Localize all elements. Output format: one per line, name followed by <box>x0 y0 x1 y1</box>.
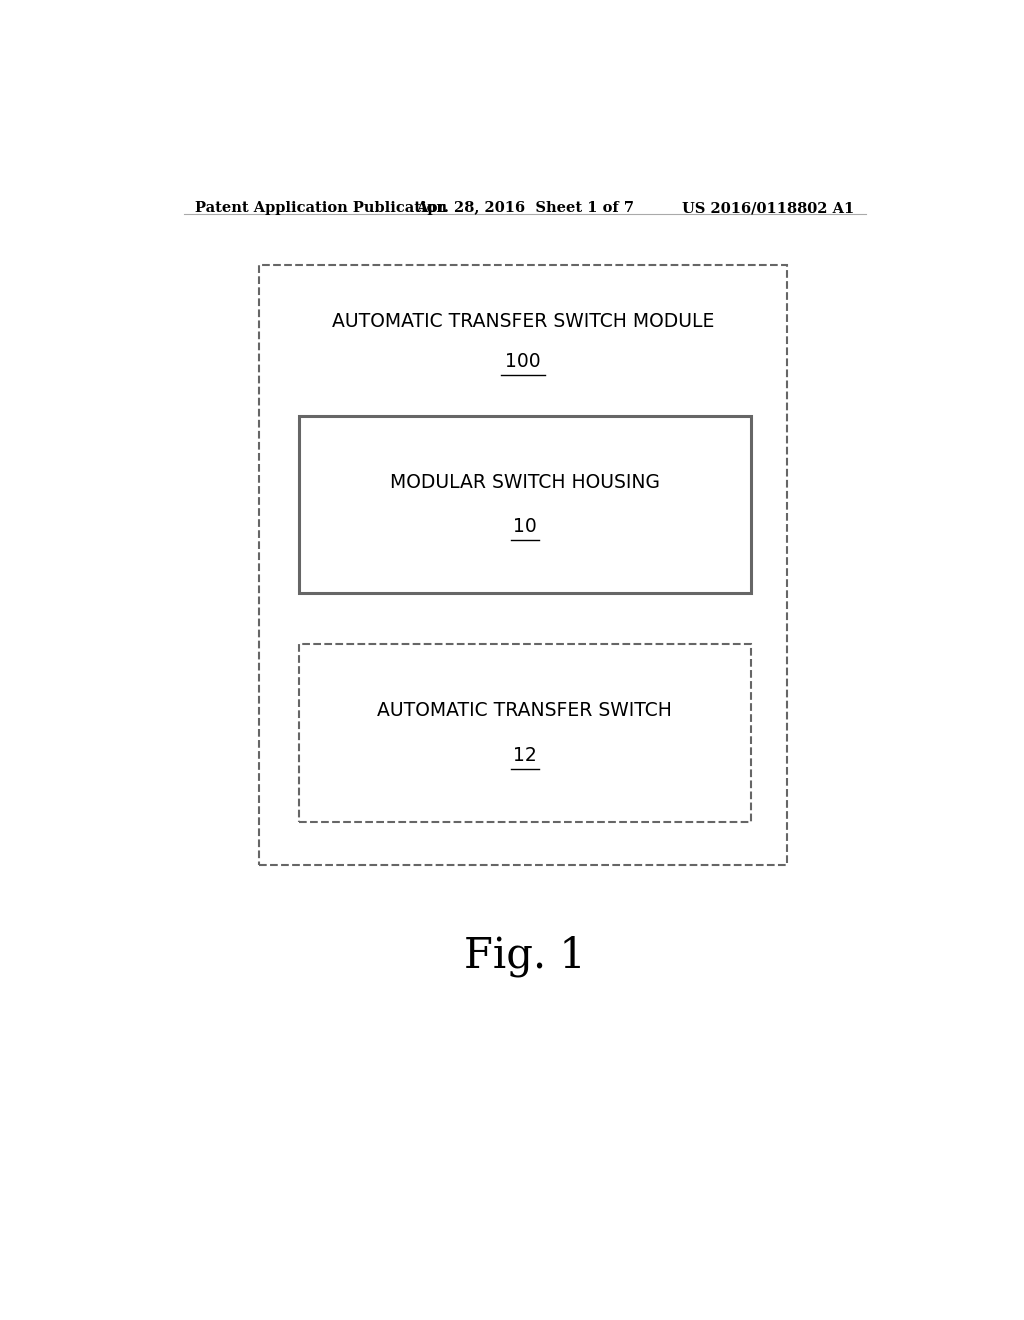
Text: AUTOMATIC TRANSFER SWITCH MODULE: AUTOMATIC TRANSFER SWITCH MODULE <box>332 312 714 330</box>
Text: AUTOMATIC TRANSFER SWITCH: AUTOMATIC TRANSFER SWITCH <box>378 701 672 721</box>
Bar <box>259 265 786 865</box>
Text: 12: 12 <box>513 746 537 766</box>
Bar <box>299 416 751 594</box>
Bar <box>299 644 751 822</box>
Text: MODULAR SWITCH HOUSING: MODULAR SWITCH HOUSING <box>390 473 659 491</box>
Text: Fig. 1: Fig. 1 <box>464 936 586 977</box>
Text: 10: 10 <box>513 517 537 536</box>
Text: US 2016/0118802 A1: US 2016/0118802 A1 <box>682 201 854 215</box>
Text: Apr. 28, 2016  Sheet 1 of 7: Apr. 28, 2016 Sheet 1 of 7 <box>416 201 634 215</box>
Text: Patent Application Publication: Patent Application Publication <box>196 201 447 215</box>
Text: 100: 100 <box>505 352 541 371</box>
